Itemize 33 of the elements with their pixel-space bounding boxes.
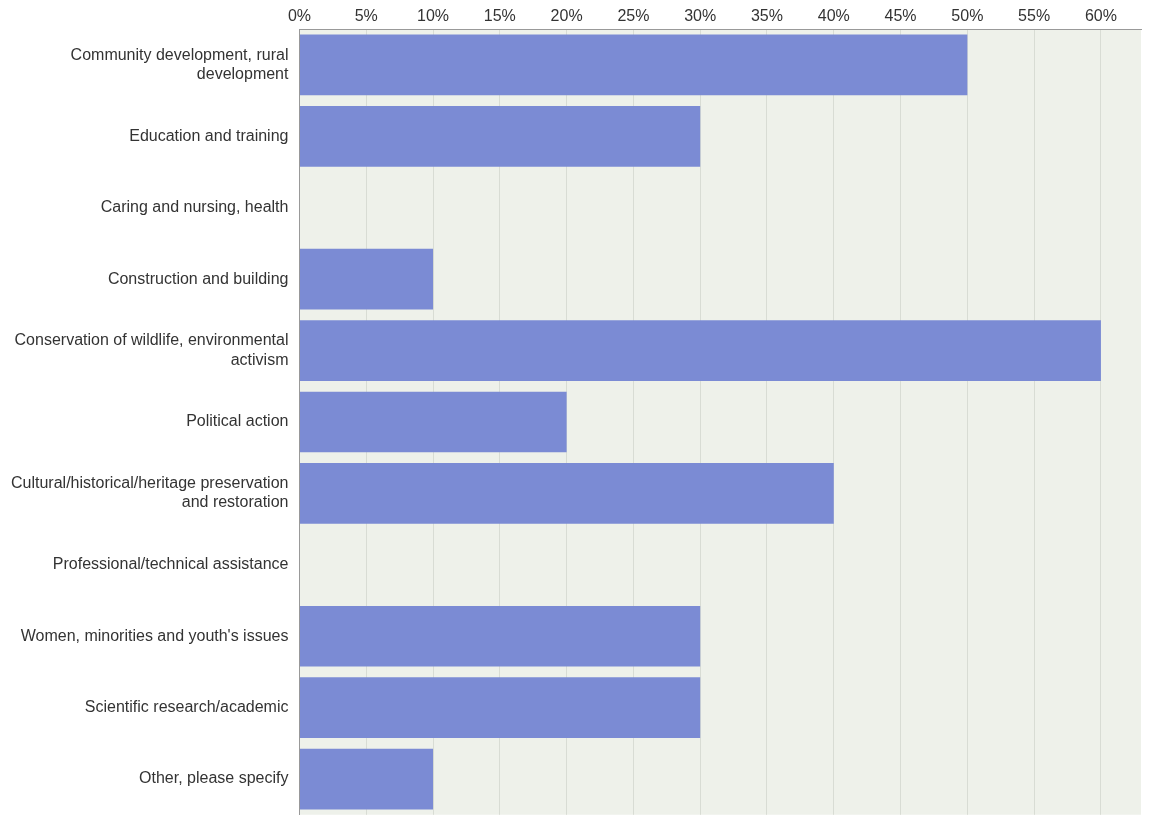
y-tick-label: Caring and nursing, health <box>100 198 289 216</box>
y-tick-label: Professional/technical assistance <box>52 555 289 573</box>
x-tick-label: 10% <box>417 7 450 25</box>
bar <box>299 105 701 167</box>
x-tick-label: 5% <box>354 7 378 25</box>
bar <box>299 391 567 453</box>
y-tick-label: Cultural/historical/heritage preservation and restoration <box>11 474 289 511</box>
bar <box>299 463 834 524</box>
y-tick-label: Other, please specify <box>139 769 289 787</box>
x-tick-label: 40% <box>817 7 850 25</box>
bar <box>299 320 1101 381</box>
bar <box>299 748 434 810</box>
x-tick-label: 55% <box>1018 7 1051 25</box>
x-tick-label: 35% <box>750 7 783 25</box>
bar <box>299 677 701 739</box>
y-tick-label: Education and training <box>129 126 289 144</box>
bar <box>299 34 968 96</box>
y-tick-label: Construction and building <box>107 269 289 287</box>
x-tick-label: 20% <box>550 7 583 25</box>
x-tick-label: 50% <box>951 7 984 25</box>
y-tick-label: Women, minorities and youth's issues <box>20 626 289 644</box>
x-tick-label: 25% <box>617 7 650 25</box>
bar <box>299 248 434 310</box>
x-tick-label: 60% <box>1084 7 1117 25</box>
x-tick-label: 15% <box>483 7 516 25</box>
y-tick-label: Scientific research/academic <box>84 698 289 716</box>
x-tick-label: 45% <box>884 7 917 25</box>
y-tick-label: Community development, rural development <box>70 45 290 82</box>
x-tick-label: 30% <box>684 7 717 25</box>
x-tick-label: 0% <box>287 7 312 25</box>
y-tick-label: Political action <box>186 412 289 430</box>
bar <box>299 605 701 667</box>
y-tick-label: Conservation of wildlife, environmental activism <box>14 331 289 368</box>
